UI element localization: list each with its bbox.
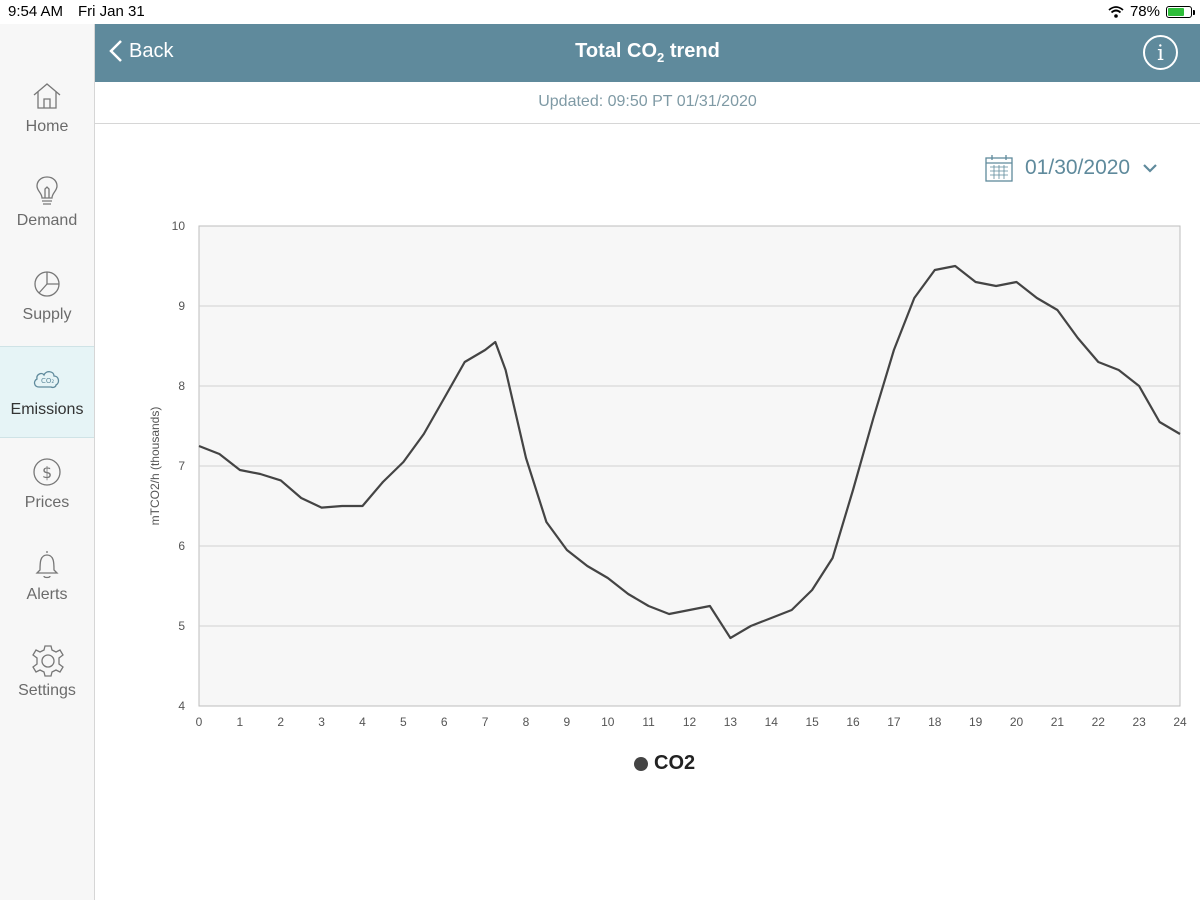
x-tick-label: 2 <box>277 715 284 729</box>
sidebar-item-settings[interactable]: Settings <box>0 628 94 720</box>
x-tick-label: 1 <box>237 715 244 729</box>
updated-timestamp: Updated: 09:50 PT 01/31/2020 <box>95 82 1200 124</box>
x-tick-label: 20 <box>1010 715 1024 729</box>
header-bar: Back Total CO2 trend i <box>95 24 1200 82</box>
sidebar-item-label: Alerts <box>26 586 68 603</box>
sidebar-item-emissions[interactable]: CO₂ Emissions <box>0 346 94 438</box>
x-tick-label: 15 <box>805 715 819 729</box>
y-tick-label: 6 <box>178 539 185 553</box>
sidebar: Home Demand Supply CO₂ Emissions $ Price… <box>0 24 95 900</box>
status-date: Fri Jan 31 <box>78 3 145 20</box>
co2-cloud-icon: CO₂ <box>33 371 60 389</box>
sidebar-item-home[interactable]: Home <box>0 64 94 156</box>
y-axis-label: mTCO2/h (thousands) <box>148 407 162 526</box>
x-tick-label: 19 <box>969 715 983 729</box>
info-button[interactable]: i <box>1143 35 1178 70</box>
x-tick-label: 24 <box>1173 715 1187 729</box>
date-picker-value: 01/30/2020 <box>1025 156 1131 179</box>
series-line-co2 <box>198 264 1181 640</box>
x-tick-label: 12 <box>683 715 697 729</box>
sidebar-item-label: Settings <box>18 682 76 699</box>
x-tick-label: 21 <box>1051 715 1065 729</box>
battery-fill <box>1168 7 1185 16</box>
x-tick-label: 16 <box>846 715 860 729</box>
status-bar: 9:54 AM Fri Jan 31 78% <box>0 0 1200 24</box>
back-button[interactable]: Back <box>109 39 173 63</box>
sidebar-item-demand[interactable]: Demand <box>0 158 94 250</box>
status-time: 9:54 AM <box>8 3 64 20</box>
sidebar-item-supply[interactable]: Supply <box>0 252 94 344</box>
status-right: 78% <box>1108 3 1195 20</box>
title-sub: 2 <box>657 50 665 65</box>
x-tick-label: 8 <box>523 715 530 729</box>
sidebar-item-label: Demand <box>16 212 78 229</box>
x-tick-label: 23 <box>1132 715 1146 729</box>
dollar-icon: $ <box>33 458 61 486</box>
x-tick-label: 17 <box>887 715 901 729</box>
x-tick-label: 5 <box>400 715 407 729</box>
sidebar-item-label: Prices <box>24 494 70 511</box>
home-icon <box>33 83 61 109</box>
x-tick-label: 7 <box>482 715 489 729</box>
chevron-down-icon <box>1143 164 1157 173</box>
info-icon: i <box>1157 41 1164 65</box>
x-tick-label: 3 <box>318 715 325 729</box>
chevron-left-icon <box>109 40 122 62</box>
x-tick-label: 10 <box>601 715 615 729</box>
back-label: Back <box>129 39 174 62</box>
y-tick-label: 10 <box>172 219 186 233</box>
date-picker[interactable]: 01/30/2020 <box>985 152 1158 184</box>
bell-icon <box>35 551 59 579</box>
x-tick-label: 9 <box>564 715 571 729</box>
svg-text:$: $ <box>42 463 52 482</box>
sidebar-item-label: Supply <box>22 306 72 323</box>
chart-legend[interactable]: CO2 <box>634 752 695 775</box>
x-tick-label: 6 <box>441 715 448 729</box>
y-tick-label: 9 <box>178 299 185 313</box>
battery-icon <box>1166 5 1195 18</box>
pie-icon <box>34 271 60 297</box>
sidebar-item-prices[interactable]: $ Prices <box>0 440 94 532</box>
wifi-icon <box>1108 5 1124 18</box>
x-tick-label: 0 <box>196 715 203 729</box>
calendar-icon <box>985 155 1013 182</box>
x-tick-label: 11 <box>642 715 655 729</box>
y-tick-label: 8 <box>178 379 185 393</box>
title-tail: trend <box>664 40 720 62</box>
svg-text:CO₂: CO₂ <box>41 377 54 385</box>
legend-dot <box>634 756 648 771</box>
y-tick-label: 4 <box>178 699 185 713</box>
x-tick-label: 4 <box>359 715 366 729</box>
title-main: Total CO <box>575 40 658 62</box>
y-tick-label: 5 <box>178 619 185 633</box>
x-tick-label: 22 <box>1092 715 1106 729</box>
battery-percent: 78% <box>1129 3 1160 20</box>
x-tick-label: 14 <box>765 715 779 729</box>
sidebar-item-alerts[interactable]: Alerts <box>0 532 94 624</box>
y-tick-label: 7 <box>178 459 185 473</box>
gear-icon <box>32 645 64 677</box>
sidebar-item-label: Home <box>25 118 69 135</box>
sidebar-item-label: Emissions <box>10 401 84 418</box>
legend-label: CO2 <box>654 752 696 774</box>
lightbulb-icon <box>36 176 58 205</box>
x-tick-label: 13 <box>724 715 738 729</box>
page-title: Total CO2 trend <box>95 40 1200 65</box>
x-tick-label: 18 <box>928 715 942 729</box>
